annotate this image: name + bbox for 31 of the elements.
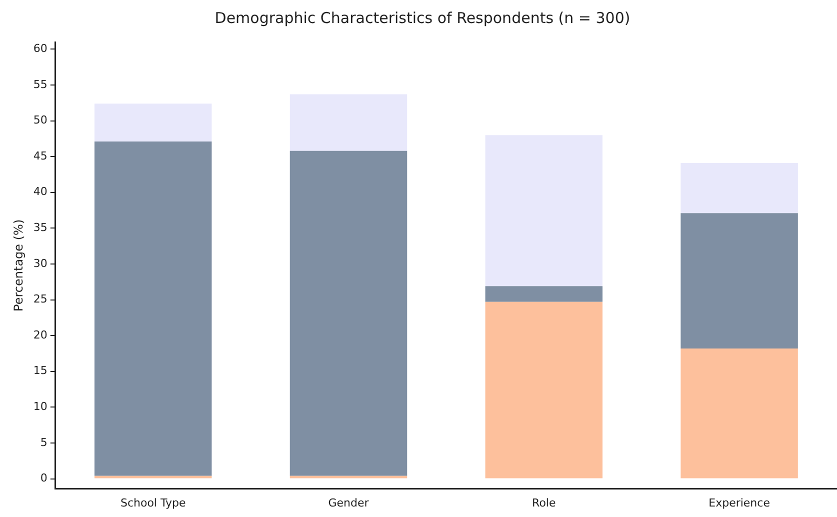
y-tick-label: 50 (33, 114, 48, 127)
y-tick-label: 55 (33, 78, 48, 91)
y-tick-label: 20 (33, 328, 48, 342)
x-tick-label: Gender (328, 496, 370, 510)
y-tick-label: 35 (33, 221, 48, 234)
chart-title: Demographic Characteristics of Respondents (n = 300) (214, 8, 630, 27)
bar (680, 213, 798, 348)
y-tick-label: 0 (40, 472, 48, 485)
y-tick-label: 45 (33, 149, 48, 162)
y-tick-label: 30 (33, 256, 48, 270)
bar (485, 135, 603, 286)
y-tick-label: 60 (33, 42, 48, 56)
bar (290, 94, 408, 151)
bar (290, 150, 408, 476)
y-tick-label: 40 (33, 185, 48, 198)
bar (94, 476, 212, 478)
x-tick-label: Experience (708, 496, 770, 510)
y-axis-title: Percentage (%) (11, 219, 26, 312)
y-tick-label: 10 (33, 400, 48, 414)
x-tick-label: School Type (120, 496, 186, 510)
bar (290, 476, 408, 478)
y-tick-label: 25 (33, 292, 48, 306)
bar (485, 302, 603, 478)
y-tick-label: 15 (33, 364, 48, 378)
bar (485, 286, 603, 302)
x-tick-label: Role (532, 496, 556, 510)
bar (680, 348, 798, 478)
y-tick-label: 5 (40, 436, 48, 449)
bar (680, 163, 798, 214)
bar (94, 104, 212, 142)
bar (94, 142, 212, 476)
